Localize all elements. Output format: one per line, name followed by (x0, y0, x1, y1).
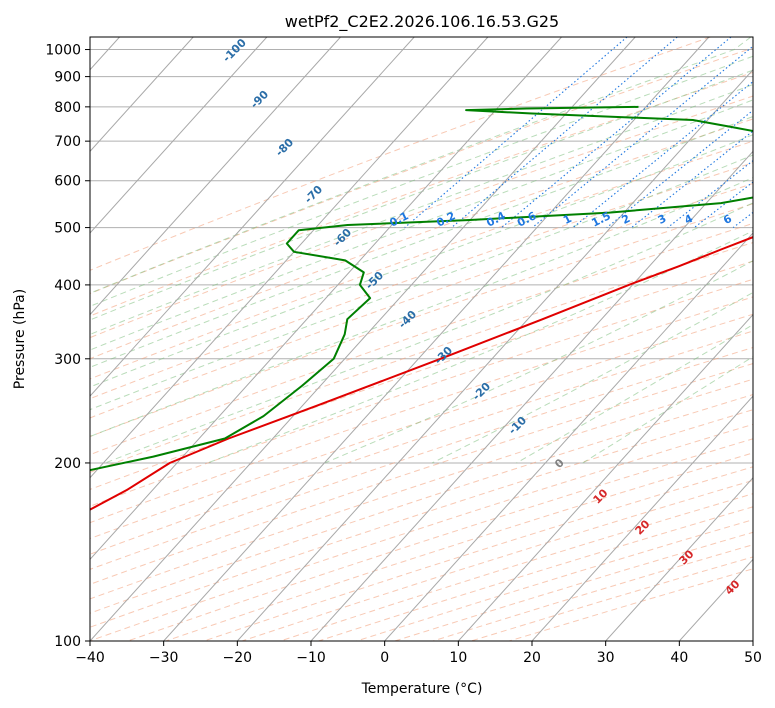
y-tick-label: 900 (54, 70, 81, 86)
dry-adiabat-line (90, 47, 753, 295)
isotherm-line (90, 37, 415, 397)
x-axis-label: Temperature (°C) (361, 681, 483, 697)
isotherm-line (163, 37, 710, 641)
y-tick-label: 700 (54, 134, 81, 150)
moist-adiabat-line (90, 69, 753, 321)
isotherm-line (236, 69, 753, 641)
x-tick-label: 30 (597, 650, 615, 666)
moist-adiabat-line (90, 37, 752, 294)
isotherm-line (90, 37, 489, 479)
dry-adiabat-line (90, 118, 753, 360)
isotherm-line (90, 37, 268, 234)
x-tick-label: −40 (75, 650, 105, 666)
dry-adiabat-line (90, 162, 753, 400)
isotherm-line (90, 37, 562, 561)
dry-adiabat-line (90, 363, 753, 585)
mixing-ratio-line (631, 130, 753, 229)
isotherm-line (457, 313, 753, 641)
moist-adiabat-line (90, 99, 753, 351)
isotherm-line (605, 477, 753, 641)
mixing-ratio-line (606, 109, 753, 229)
x-tick-label: 50 (744, 650, 762, 666)
dewpoint-line (90, 105, 753, 472)
dry-adiabat-line (90, 222, 753, 456)
dry-adiabat-line (90, 71, 753, 317)
moist-adiabat-line (90, 115, 753, 368)
isotherm-line (531, 395, 753, 641)
mixing-ratio-line (451, 37, 678, 229)
temperature-line (90, 236, 753, 511)
x-tick-label: 10 (449, 650, 467, 666)
mixing-ratio-line (404, 37, 628, 228)
plot-background (90, 37, 753, 641)
dry-adiabat-line (90, 278, 753, 507)
axes: −40 −30 −20 −10 0 10 20 30 40 50 1000 900 800 700 600 5… (45, 43, 762, 666)
dry-adiabat-line (90, 260, 753, 490)
x-tick-label: −10 (296, 650, 326, 666)
y-tick-label: 800 (54, 100, 81, 116)
dry-adiabat-line (90, 346, 753, 570)
y-tick-label: 500 (54, 221, 81, 237)
dry-adiabat-line (90, 203, 753, 438)
y-tick-label: 100 (54, 634, 81, 650)
chart-title: wetPf2_C2E2.2026.106.16.53.G25 (285, 12, 559, 32)
plot-frame (89, 36, 754, 642)
y-tick-label: 600 (54, 174, 81, 190)
dry-adiabat-line (90, 394, 753, 614)
moist-adiabat-line (324, 260, 753, 464)
isotherm-line (90, 37, 636, 641)
moist-adiabat-line (90, 83, 753, 335)
x-tick-label: 0 (380, 650, 389, 666)
dry-adiabat-line (90, 37, 711, 271)
x-tick-label: −30 (149, 650, 179, 666)
y-axis-label: Pressure (hPa) (12, 289, 28, 389)
moist-adiabat-line (207, 230, 753, 464)
isotherm-line (90, 37, 341, 316)
isotherm-line (384, 232, 753, 641)
moist-adiabat-line (90, 55, 753, 307)
y-tick-label: 400 (54, 278, 81, 294)
y-tick-label: 300 (54, 352, 81, 368)
y-tick-label: 200 (54, 456, 81, 472)
isotherm-line (310, 150, 753, 641)
dry-adiabat-line (90, 95, 753, 339)
mixing-ratio-line (501, 37, 732, 229)
dry-adiabat-line (90, 313, 753, 540)
y-tick-label: 1000 (45, 43, 81, 59)
x-tick-label: −20 (223, 650, 253, 666)
isotherm-line (90, 37, 194, 153)
sounding-lines (90, 105, 753, 511)
mixing-ratio-line (667, 159, 753, 229)
x-tick-label: 40 (670, 650, 688, 666)
moist-adiabat-line (90, 134, 753, 388)
x-tick-label: 20 (523, 650, 541, 666)
background-lines (90, 37, 753, 641)
mixing-ratio-line (572, 80, 753, 229)
